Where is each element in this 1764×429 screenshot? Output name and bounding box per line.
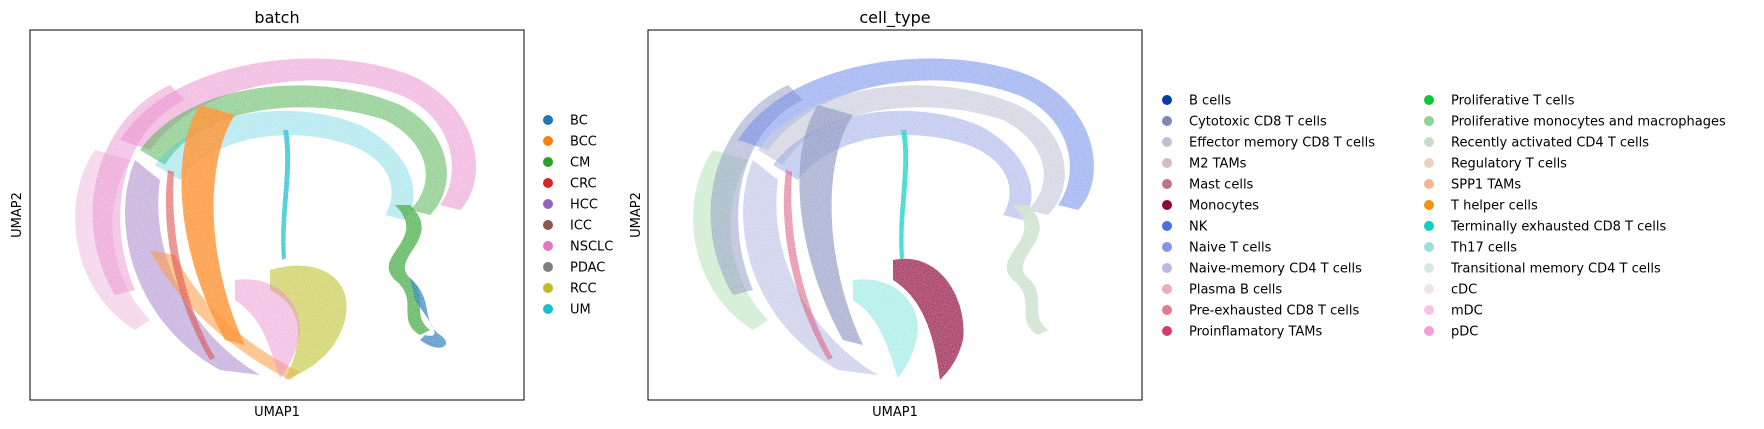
legend-label: UM xyxy=(570,303,591,318)
legend-marker xyxy=(1424,116,1434,126)
legend-marker xyxy=(543,178,553,188)
legend-marker xyxy=(1162,95,1172,105)
legend-marker xyxy=(1424,200,1434,210)
legend-label: NSCLC xyxy=(570,240,613,255)
legend-label: mDC xyxy=(1451,304,1483,319)
legend-marker xyxy=(1424,158,1434,168)
legend-label: M2 TAMs xyxy=(1189,157,1247,172)
legend-marker xyxy=(543,283,553,293)
legend-label: ICC xyxy=(570,219,592,234)
legend-label: B cells xyxy=(1189,94,1231,109)
legend-marker xyxy=(1424,221,1434,231)
legend-label: BC xyxy=(570,114,588,129)
panel-batch: batch UMAP1 xyxy=(10,8,613,420)
legend-marker xyxy=(543,220,553,230)
legend-marker xyxy=(1162,116,1172,126)
plot-frame xyxy=(29,29,525,401)
legend-label: Cytotoxic CD8 T cells xyxy=(1189,115,1327,130)
legend-label: Proliferative monocytes and macrophages xyxy=(1451,115,1726,130)
legend-label: Pre-exhausted CD8 T cells xyxy=(1189,304,1359,319)
legend-label: NK xyxy=(1189,220,1208,235)
legend-label: Monocytes xyxy=(1189,199,1259,214)
point-grain xyxy=(648,30,1142,400)
legend-label: Terminally exhausted CD8 T cells xyxy=(1450,220,1666,235)
legend-label: Naive T cells xyxy=(1189,241,1272,256)
legend-marker xyxy=(1424,137,1434,147)
legend-label: pDC xyxy=(1451,325,1478,340)
legend-label: Effector memory CD8 T cells xyxy=(1189,136,1375,151)
legend-marker xyxy=(1424,326,1434,336)
legend-label: CRC xyxy=(570,177,597,192)
point-grain xyxy=(30,30,524,400)
y-axis-label: UMAP2 xyxy=(629,192,644,238)
chart-title: batch xyxy=(254,8,299,27)
legend-label: Proliferative T cells xyxy=(1451,94,1575,109)
legend-label: PDAC xyxy=(570,261,605,276)
legend-marker xyxy=(1162,242,1172,252)
legend-marker xyxy=(1162,200,1172,210)
legend-marker xyxy=(543,241,553,251)
legend-marker xyxy=(1162,137,1172,147)
legend-label: Transitional memory CD4 T cells xyxy=(1450,262,1661,277)
legend-marker xyxy=(1162,179,1172,189)
legend-label: Naive-memory CD4 T cells xyxy=(1189,262,1362,277)
legend-marker xyxy=(1162,158,1172,168)
legend-label: Th17 cells xyxy=(1450,241,1517,256)
legend-label: cDC xyxy=(1451,283,1477,298)
legend-marker xyxy=(543,262,553,272)
x-axis-label: UMAP1 xyxy=(254,405,300,420)
legend-marker xyxy=(543,136,553,146)
legend-label: Mast cells xyxy=(1189,178,1254,193)
legend-label: CM xyxy=(570,156,590,171)
legend-marker xyxy=(1424,284,1434,294)
legend-marker xyxy=(1424,305,1434,315)
legend-label: BCC xyxy=(570,135,597,150)
legend-marker xyxy=(543,157,553,167)
legend-marker xyxy=(1424,95,1434,105)
legend-marker xyxy=(1424,179,1434,189)
legend-marker xyxy=(1424,242,1434,252)
legend-label: Regulatory T cells xyxy=(1451,157,1567,172)
embedding-cloud-cell-type xyxy=(648,30,1142,400)
legend-marker xyxy=(1162,284,1172,294)
legend-marker xyxy=(543,304,553,314)
legend-label: Proinflamatory TAMs xyxy=(1189,325,1323,340)
legend-label: RCC xyxy=(570,282,597,297)
legend-marker xyxy=(1162,263,1172,273)
legend-label: T helper cells xyxy=(1450,199,1538,214)
panel-cell-type: cell_type UMAP1 UMAP2 B cells Cytotoxic C… xyxy=(629,8,1726,420)
plot-frame xyxy=(647,29,1143,401)
chart-title: cell_type xyxy=(859,8,930,28)
legend-batch: BC BCC CM CRC HCC ICC NSCLC PDAC RCC UM xyxy=(543,114,613,318)
legend-label: HCC xyxy=(570,198,598,213)
legend-marker xyxy=(1424,263,1434,273)
y-axis-label: UMAP2 xyxy=(10,192,25,238)
x-axis-label: UMAP1 xyxy=(872,405,918,420)
legend-marker xyxy=(543,115,553,125)
legend-label: Plasma B cells xyxy=(1189,283,1282,298)
embedding-cloud-batch xyxy=(30,30,524,400)
legend-marker xyxy=(1162,221,1172,231)
legend-label: Recently activated CD4 T cells xyxy=(1451,136,1649,151)
legend-marker xyxy=(1162,305,1172,315)
legend-marker xyxy=(543,199,553,209)
legend-marker xyxy=(1162,326,1172,336)
legend-label: SPP1 TAMs xyxy=(1451,178,1521,193)
legend-cell-type: B cells Cytotoxic CD8 T cells Effector mem… xyxy=(1162,94,1726,340)
